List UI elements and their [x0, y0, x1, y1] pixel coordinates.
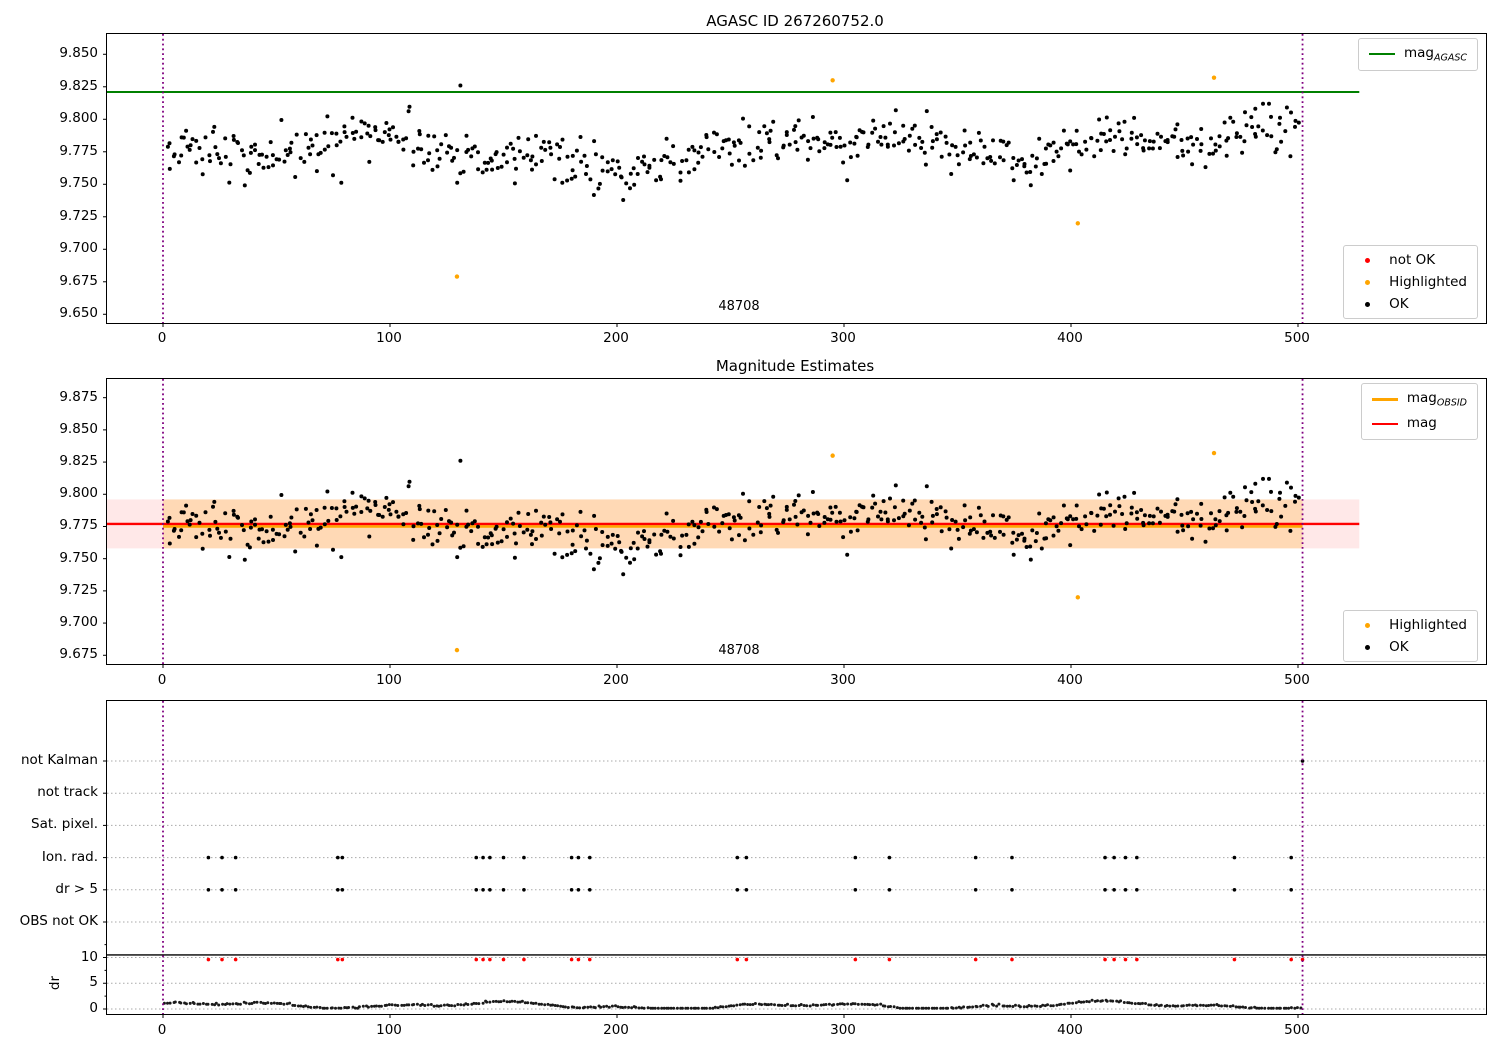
y-tick-label: 9.800	[59, 485, 98, 502]
x-tick-label: 200	[603, 672, 629, 688]
highlighted-points	[454, 450, 1217, 653]
x-tick-label: 200	[603, 1022, 629, 1038]
bottom-plot-canvas	[103, 701, 1486, 1018]
category-label: Ion. rad.	[41, 848, 98, 865]
y-tick-label: 9.675	[59, 646, 98, 663]
y-tick-label: 9.775	[59, 142, 98, 159]
dr-tick-label: 5	[89, 974, 98, 991]
flag-points	[206, 759, 1305, 892]
marker-cell	[1354, 274, 1380, 290]
not-ok-marker	[1364, 257, 1370, 263]
dr-tick-label: 10	[80, 948, 98, 965]
ok-points	[165, 458, 1301, 577]
highlighted-marker	[1364, 622, 1370, 628]
legend-row: OK	[1354, 296, 1467, 312]
y-tick-label: 9.750	[59, 175, 98, 192]
x-tick-label: 500	[1284, 1022, 1310, 1038]
x-tick-label: 200	[603, 330, 629, 346]
top-plot-canvas	[103, 34, 1360, 327]
legend-row: Highlighted	[1354, 617, 1467, 633]
y-tick-label: 9.650	[59, 305, 98, 322]
legend-label: magAGASC	[1403, 45, 1467, 64]
legend-label: OK	[1389, 296, 1409, 312]
orange-line-swatch	[1371, 397, 1398, 401]
highlighted-marker	[1364, 279, 1370, 285]
red-line-swatch	[1371, 423, 1398, 426]
legend-top-points: not OK Highlighted OK	[1343, 245, 1478, 319]
dr-track-points	[162, 998, 1303, 1010]
legend-label: Highlighted	[1389, 617, 1467, 633]
x-tick-label: 500	[1284, 330, 1310, 346]
legend-mag-agasc: magAGASC	[1357, 38, 1478, 71]
y-tick-label: 9.825	[59, 453, 98, 470]
y-tick-label: 9.775	[59, 517, 98, 534]
x-tick-label: 300	[830, 330, 856, 346]
x-tick-label: 300	[830, 1022, 856, 1038]
y-tick-label: 9.850	[59, 420, 98, 437]
y-tick-label: 9.700	[59, 614, 98, 631]
top-plot	[103, 33, 1487, 327]
y-tick-label: 9.750	[59, 549, 98, 566]
x-tick-label: 0	[157, 1022, 167, 1038]
category-label: not track	[37, 784, 98, 801]
green-line-swatch	[1368, 53, 1395, 56]
y-tick-label: 9.675	[59, 272, 98, 289]
x-tick-label: 400	[1057, 672, 1083, 688]
top-plot-title: AGASC ID 267260752.0	[706, 12, 884, 30]
x-tick-label: 400	[1057, 1022, 1083, 1038]
legend-mid-lines: magOBSID mag	[1360, 383, 1478, 441]
middle-plot	[103, 378, 1487, 668]
y-tick-label: 9.875	[59, 388, 98, 405]
marker-cell	[1354, 639, 1380, 655]
x-tick-label: 100	[376, 672, 402, 688]
y-tick-label: 9.700	[59, 240, 98, 257]
y-tick-label: 9.850	[59, 45, 98, 62]
category-label: not Kalman	[20, 752, 98, 768]
legend-mid-points: Highlighted OK	[1343, 610, 1478, 662]
marker-cell	[1354, 252, 1380, 268]
middle-plot-canvas	[103, 379, 1360, 668]
legend-row: mag	[1371, 414, 1467, 434]
highlighted-points	[454, 75, 1217, 279]
category-label: dr > 5	[55, 880, 98, 897]
y-tick-label: 9.725	[59, 581, 98, 598]
category-label: OBS not OK	[19, 913, 98, 929]
bottom-plot	[103, 700, 1487, 1018]
legend-row: not OK	[1354, 252, 1467, 268]
x-tick-label: 300	[830, 672, 856, 688]
category-label: Sat. pixel.	[31, 816, 98, 833]
legend-label: Highlighted	[1389, 274, 1467, 290]
marker-cell	[1354, 617, 1380, 633]
x-tick-label: 100	[376, 1022, 402, 1038]
obsid-annotation-top: 48708	[718, 299, 760, 314]
y-tick-label: 9.800	[59, 110, 98, 127]
ok-points	[165, 83, 1301, 202]
ok-marker	[1364, 644, 1370, 650]
x-tick-label: 0	[157, 672, 167, 688]
y-tick-label: 9.825	[59, 77, 98, 94]
legend-label: mag	[1406, 414, 1437, 431]
legend-row: OK	[1354, 639, 1467, 655]
legend-label: OK	[1389, 639, 1409, 655]
dr-clipped-points	[206, 957, 1305, 962]
legend-label: magOBSID	[1406, 390, 1467, 409]
legend-row: magAGASC	[1368, 45, 1467, 64]
legend-row: Highlighted	[1354, 274, 1467, 290]
x-tick-label: 0	[157, 330, 167, 346]
ok-marker	[1364, 301, 1370, 307]
legend-label: not OK	[1389, 252, 1436, 268]
middle-plot-title: Magnitude Estimates	[715, 357, 875, 375]
x-tick-label: 400	[1057, 330, 1083, 346]
x-tick-label: 100	[376, 330, 402, 346]
x-tick-label: 500	[1284, 672, 1310, 688]
marker-cell	[1354, 296, 1380, 312]
legend-row: magOBSID	[1371, 390, 1467, 409]
y-tick-label: 9.725	[59, 207, 98, 224]
obsid-annotation-middle: 48708	[718, 643, 760, 658]
dr-tick-label: 0	[89, 1000, 98, 1016]
